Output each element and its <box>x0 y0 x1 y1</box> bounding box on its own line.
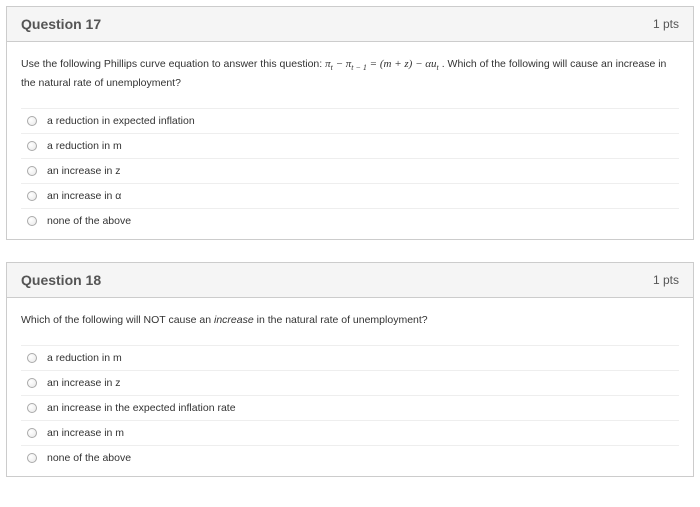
answer-option[interactable]: a reduction in m <box>21 134 679 159</box>
option-label: an increase in m <box>47 427 124 439</box>
question-body: Which of the following will NOT cause an… <box>7 298 693 476</box>
prompt-pre: Use the following Phillips curve equatio… <box>21 58 325 70</box>
equation: πt − πt − 1 = (m + z) − αut <box>325 58 439 70</box>
option-label: a reduction in m <box>47 352 122 364</box>
answer-option[interactable]: an increase in z <box>21 159 679 184</box>
option-label: an increase in z <box>47 165 121 177</box>
answers-list: a reduction in m an increase in z an inc… <box>21 345 679 470</box>
radio-input[interactable] <box>27 216 37 226</box>
answer-option[interactable]: a reduction in m <box>21 346 679 371</box>
option-label: none of the above <box>47 452 131 464</box>
question-body: Use the following Phillips curve equatio… <box>7 42 693 239</box>
option-label: an increase in α <box>47 190 121 202</box>
question-points: 1 pts <box>653 273 679 287</box>
option-label: an increase in z <box>47 377 121 389</box>
radio-input[interactable] <box>27 191 37 201</box>
question-points: 1 pts <box>653 17 679 31</box>
answer-option[interactable]: a reduction in expected inflation <box>21 109 679 134</box>
prompt-pre: Which of the following will NOT cause an <box>21 314 214 326</box>
answer-option[interactable]: an increase in z <box>21 371 679 396</box>
question-prompt: Use the following Phillips curve equatio… <box>21 56 679 92</box>
radio-input[interactable] <box>27 403 37 413</box>
option-label: an increase in the expected inflation ra… <box>47 402 236 414</box>
question-card-17: Question 17 1 pts Use the following Phil… <box>6 6 694 240</box>
question-header: Question 18 1 pts <box>7 263 693 298</box>
radio-input[interactable] <box>27 428 37 438</box>
answer-option[interactable]: an increase in m <box>21 421 679 446</box>
answer-option[interactable]: none of the above <box>21 209 679 233</box>
answers-list: a reduction in expected inflation a redu… <box>21 108 679 233</box>
answer-option[interactable]: an increase in α <box>21 184 679 209</box>
option-label: none of the above <box>47 215 131 227</box>
answer-option[interactable]: an increase in the expected inflation ra… <box>21 396 679 421</box>
question-header: Question 17 1 pts <box>7 7 693 42</box>
question-prompt: Which of the following will NOT cause an… <box>21 312 679 329</box>
radio-input[interactable] <box>27 116 37 126</box>
question-title: Question 17 <box>21 16 101 32</box>
radio-input[interactable] <box>27 453 37 463</box>
radio-input[interactable] <box>27 141 37 151</box>
option-label: a reduction in m <box>47 140 122 152</box>
radio-input[interactable] <box>27 378 37 388</box>
question-card-18: Question 18 1 pts Which of the following… <box>6 262 694 477</box>
prompt-post: in the natural rate of unemployment? <box>254 314 428 326</box>
radio-input[interactable] <box>27 166 37 176</box>
answer-option[interactable]: none of the above <box>21 446 679 470</box>
prompt-emphasis: increase <box>214 314 254 326</box>
radio-input[interactable] <box>27 353 37 363</box>
question-title: Question 18 <box>21 272 101 288</box>
option-label: a reduction in expected inflation <box>47 115 195 127</box>
